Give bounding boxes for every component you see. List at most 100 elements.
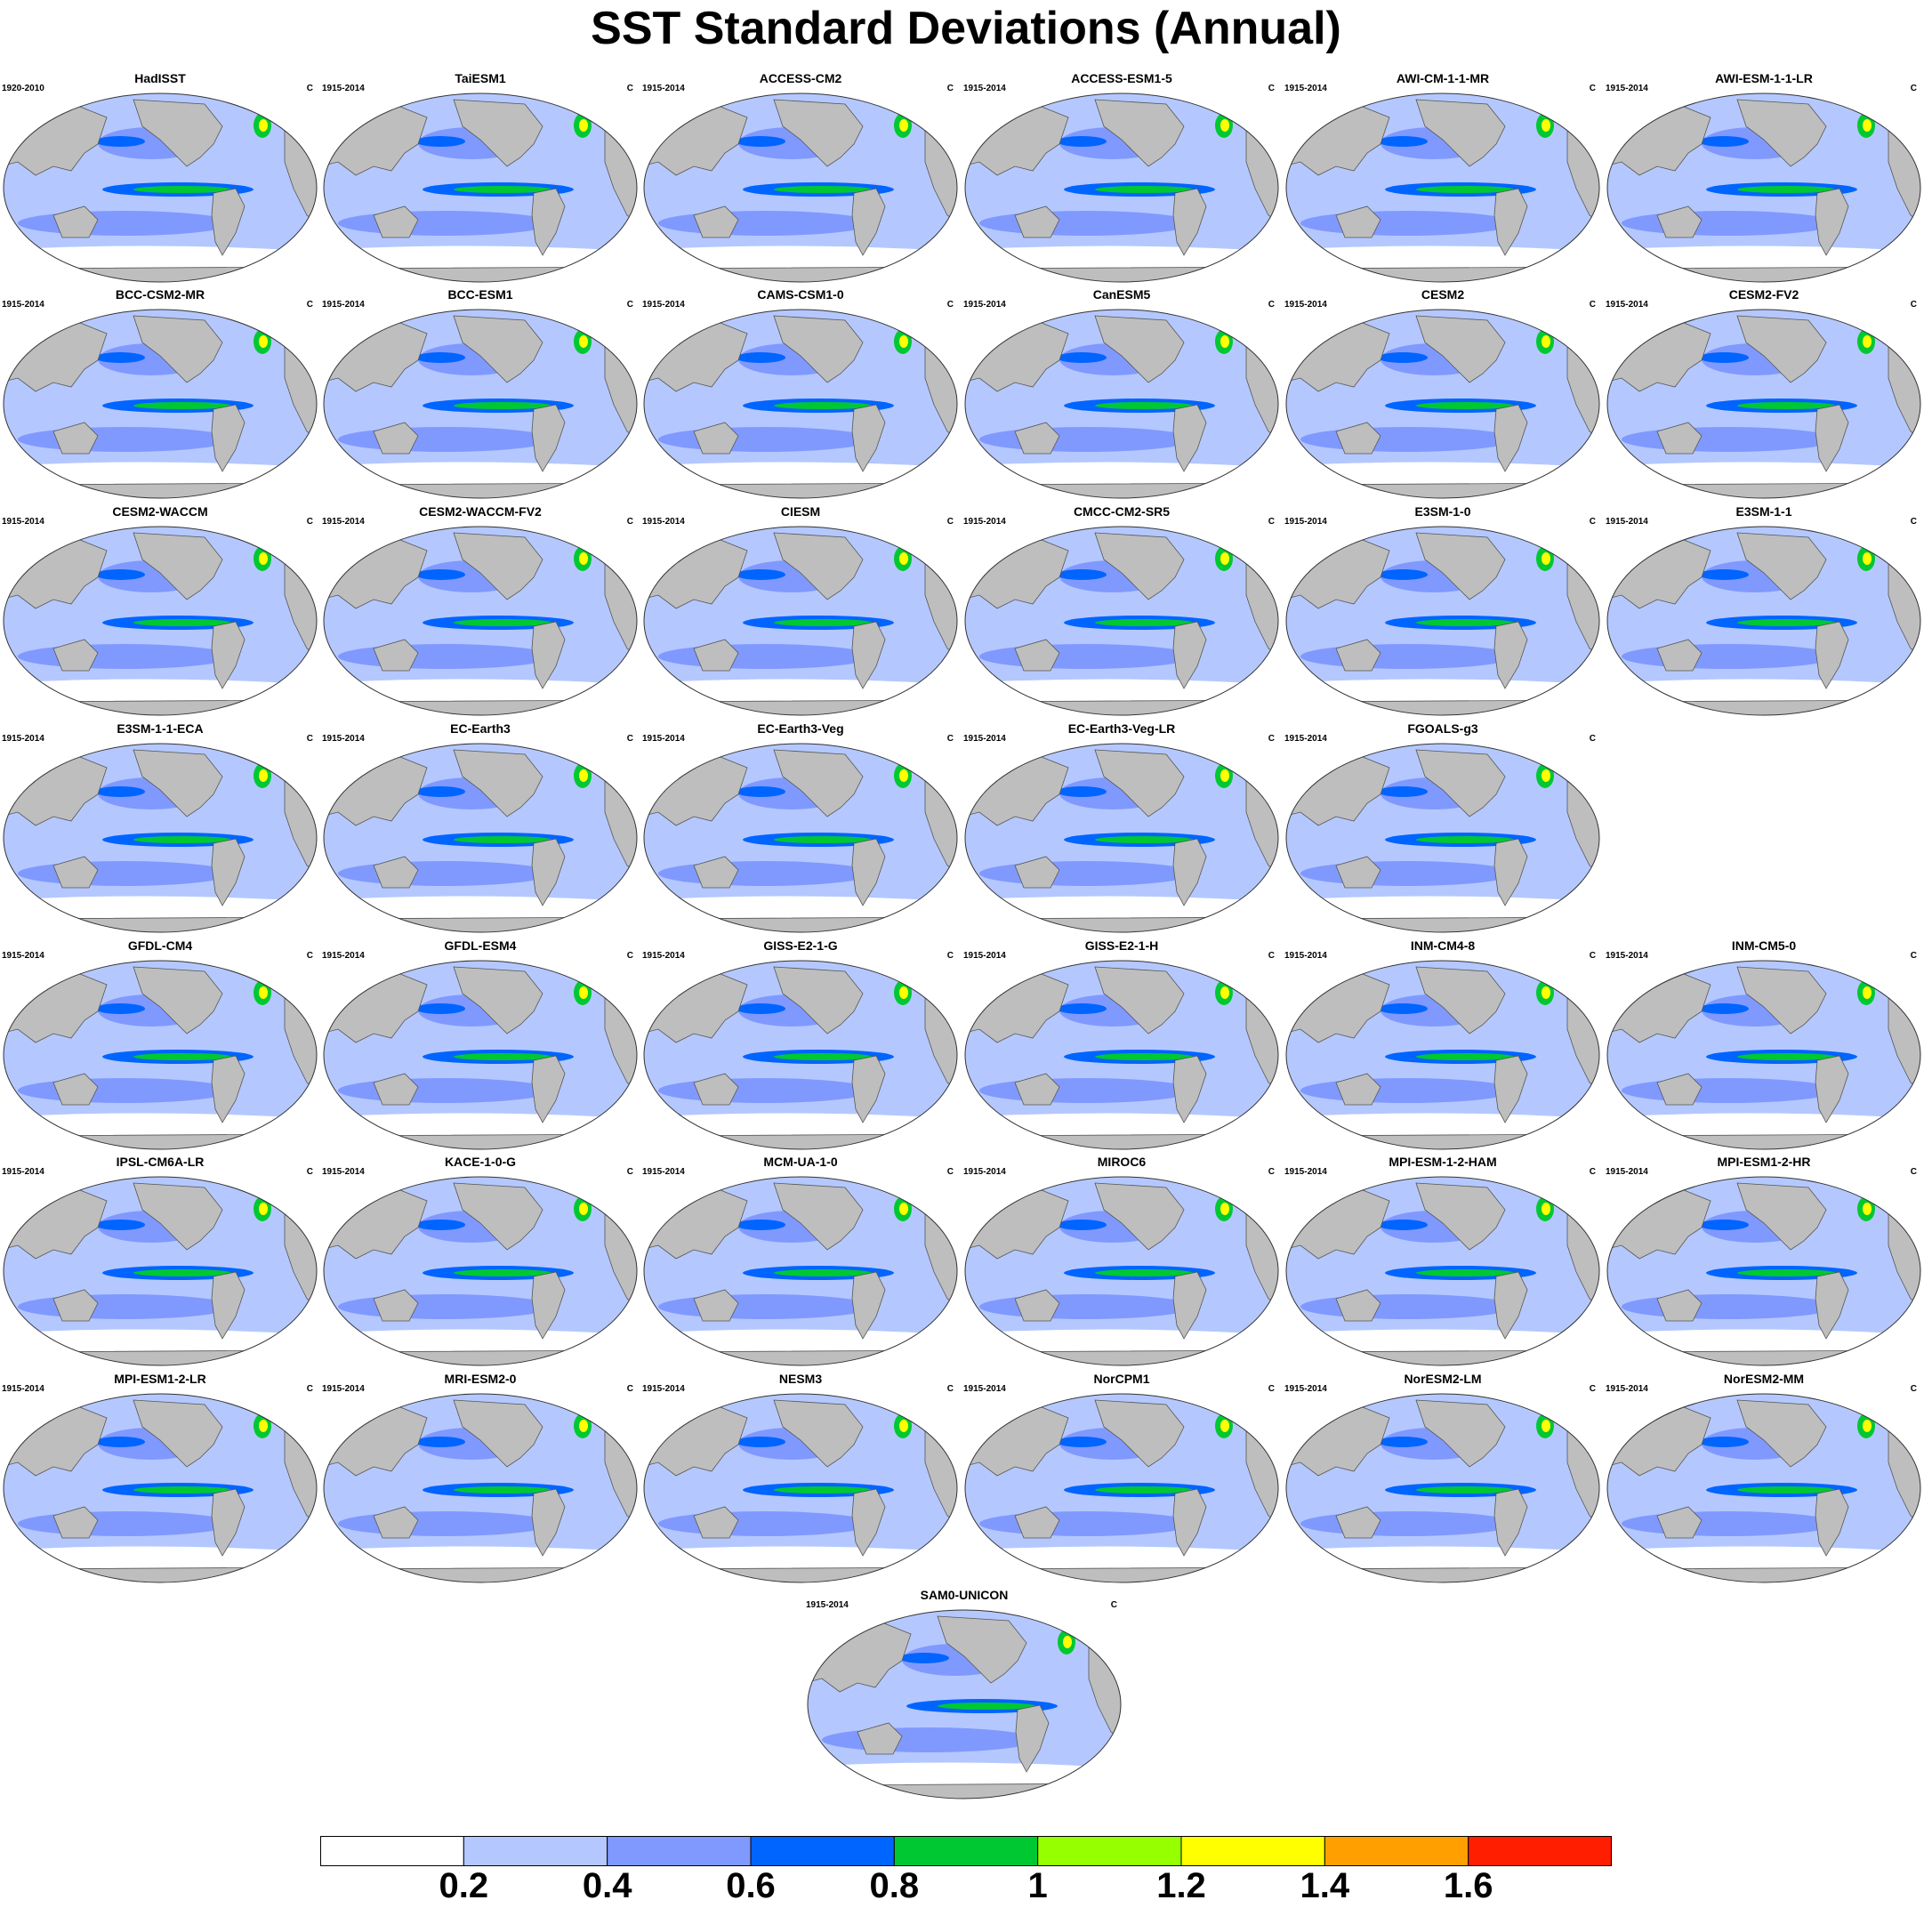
kuroshio-patch (1057, 786, 1107, 797)
land-mass (1415, 99, 1506, 167)
panel-title: CIESM (780, 504, 821, 519)
land-mass (1172, 1488, 1207, 1557)
panel-title: TaiESM1 (455, 71, 506, 85)
panel-period: 1915-2014 (1606, 84, 1648, 93)
map-border (643, 960, 958, 1150)
panel-units: C (1910, 84, 1917, 93)
kuroshio-patch (1378, 786, 1428, 797)
panel-map (964, 93, 1279, 283)
panel-period: 1915-2014 (322, 517, 365, 527)
panel-title: BCC-CSM2-MR (115, 287, 205, 302)
gulf-stream-core (259, 1203, 268, 1215)
southern-midlat-patch (658, 1078, 872, 1103)
enso-tongue-inner (938, 1703, 1035, 1710)
panel-period: 1915-2014 (2, 1167, 44, 1177)
kuroshio-patch (1057, 136, 1107, 147)
colorbar-segment (320, 1836, 464, 1866)
panel-units: C (1910, 517, 1917, 527)
map-panel: MIROC6 1915-2014 C (962, 1155, 1282, 1368)
panel-map (643, 743, 958, 933)
southern-midlat-patch (338, 1078, 551, 1103)
panel-title: MRI-ESM2-0 (444, 1372, 517, 1386)
land-mass (453, 315, 543, 383)
land-mass (1493, 188, 1528, 256)
panel-units: C (626, 951, 633, 961)
southern-midlat-patch (338, 644, 551, 669)
enso-tongue-inner (133, 836, 231, 843)
map-panel: EC-Earth3 1915-2014 C (320, 721, 640, 935)
panel-period: 1915-2014 (2, 517, 44, 527)
map-border (1606, 960, 1921, 1150)
panel-period: 1915-2014 (2, 951, 44, 961)
map-panel: E3SM-1-1-ECA 1915-2014 C (0, 721, 320, 935)
land-mass (1656, 1289, 1703, 1322)
panel-period: 1915-2014 (642, 300, 685, 310)
colorbar-border (320, 1836, 1612, 1866)
southern-midlat-patch (338, 427, 551, 452)
southern-midlat-patch (979, 1294, 1193, 1319)
panel-period: 1915-2014 (1284, 1167, 1327, 1177)
map-border (807, 1609, 1122, 1799)
kuroshio-patch (1378, 1220, 1428, 1230)
gulf-stream-core (899, 1203, 908, 1215)
land-mass (453, 749, 543, 817)
panel-map (3, 743, 318, 933)
map-border (1606, 1393, 1921, 1583)
land-mass (453, 1399, 543, 1468)
map-border (1285, 743, 1600, 933)
land-mass (1014, 856, 1060, 889)
panel-title: MPI-ESM1-2-HR (1717, 1155, 1811, 1169)
panel-units: C (1910, 300, 1917, 310)
enso-tongue-inner (774, 186, 872, 193)
panel-title: GFDL-ESM4 (444, 938, 517, 953)
land-mass (1415, 1182, 1506, 1251)
kuroshio-patch (415, 352, 465, 363)
panel-period: 1915-2014 (322, 300, 365, 310)
gulf-stream-core (259, 119, 268, 132)
panel-title: EC-Earth3 (450, 721, 511, 736)
land-mass (1172, 621, 1207, 689)
southern-midlat-patch (18, 1078, 231, 1103)
enso-tongue-inner (454, 836, 551, 843)
panel-units: C (946, 1384, 954, 1394)
land-mass (531, 838, 566, 906)
gulf-stream-core (1542, 769, 1550, 782)
enso-tongue-inner (133, 186, 231, 193)
land-mass (1736, 966, 1827, 1035)
panel-units: C (1268, 734, 1275, 744)
panel-title: ACCESS-CM2 (759, 71, 842, 85)
map-border (643, 743, 958, 933)
map-border (1285, 1393, 1600, 1583)
land-mass (133, 966, 223, 1035)
panel-map (1285, 743, 1600, 933)
map-border (323, 1176, 638, 1366)
enso-tongue-inner (1416, 1053, 1514, 1060)
land-mass (1094, 966, 1185, 1035)
land-mass (52, 639, 99, 672)
kuroshio-patch (415, 1003, 465, 1014)
panel-title: CESM2-WACCM-FV2 (419, 504, 542, 519)
kuroshio-patch (1057, 1220, 1107, 1230)
gulf-stream-core (1863, 1203, 1872, 1215)
kuroshio-patch (736, 1437, 785, 1447)
land-mass (52, 1289, 99, 1322)
panel-period: 1915-2014 (963, 517, 1006, 527)
enso-tongue-inner (1095, 1269, 1193, 1276)
panel-period: 1915-2014 (2, 734, 44, 744)
panel-period: 1915-2014 (642, 951, 685, 961)
panel-title: MIROC6 (1097, 1155, 1147, 1169)
land-mass (52, 856, 99, 889)
southern-midlat-patch (658, 427, 872, 452)
enso-tongue-inner (1416, 186, 1514, 193)
map-panel: MRI-ESM2-0 1915-2014 C (320, 1372, 640, 1585)
map-panel: CanESM5 1915-2014 C (962, 287, 1282, 501)
colorbar-segment (1180, 1836, 1325, 1866)
map-border (643, 526, 958, 716)
land-mass (1172, 838, 1207, 906)
enso-tongue-inner (774, 1269, 872, 1276)
panel-title: ACCESS-ESM1-5 (1071, 71, 1172, 85)
map-border (1285, 309, 1600, 499)
kuroshio-patch (899, 1653, 949, 1663)
southern-midlat-patch (979, 1078, 1193, 1103)
